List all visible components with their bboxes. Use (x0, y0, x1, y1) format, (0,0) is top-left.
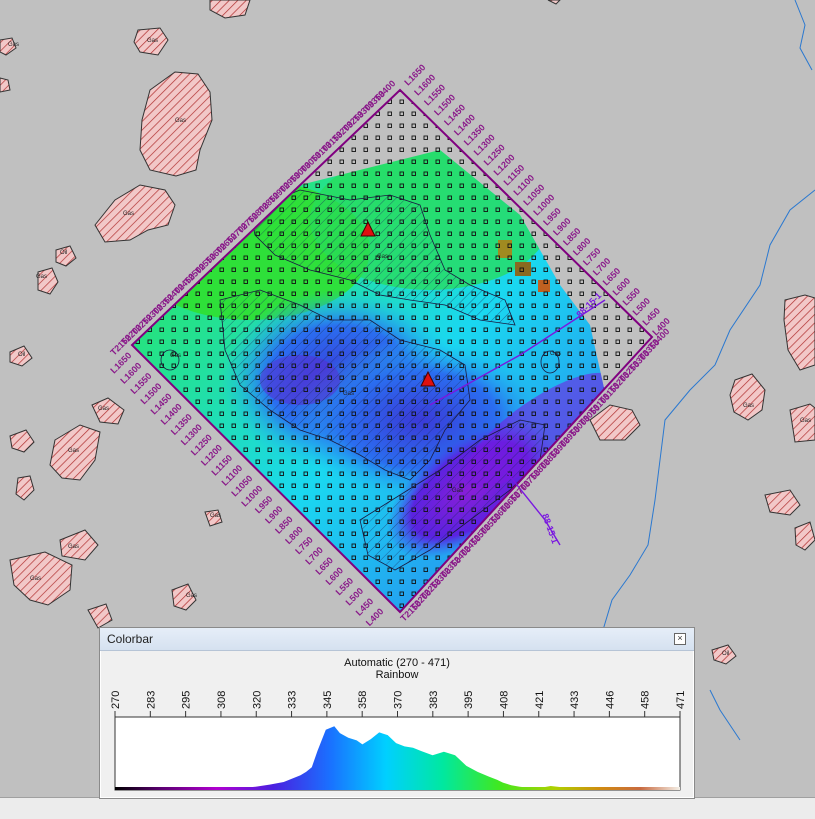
gas-label: Gas (147, 38, 158, 44)
map-view[interactable]: Gas Gas Gas Gas Gas Gas Gas Gas Gas Gas Gas Gas Gas G… (0, 0, 815, 800)
gas-field (15, 475, 35, 501)
well-triangle-icon (420, 370, 436, 387)
rivers (599, 0, 815, 741)
river (709, 689, 741, 741)
survey-area (130, 88, 654, 614)
colorbar-tick-label: 408 (498, 691, 510, 709)
colorbar-title: Colorbar (107, 632, 154, 646)
oil-label: Oil (722, 651, 729, 657)
gas-label: Gas (36, 274, 47, 280)
field-labels: Gas Gas Gas Gas Gas Gas Gas Gas Gas Gas Gas Gas Gas G… (8, 38, 811, 657)
colorbar-tick-label: 370 (393, 691, 405, 709)
close-icon[interactable]: × (674, 633, 686, 645)
survey-boundary (130, 88, 654, 614)
gas-field (87, 603, 113, 629)
colorbar-tick-label: 471 (675, 691, 687, 709)
colorbar-tick-label: 283 (145, 691, 157, 709)
gas-field (547, 0, 561, 5)
status-bar (0, 797, 815, 819)
gas-label: Gas (343, 391, 354, 397)
gas-label: Gas (68, 448, 79, 454)
gas-field (0, 37, 17, 56)
anomaly-outline (249, 189, 516, 326)
well-triangle-icon (360, 220, 376, 237)
gas-label: Gas (175, 118, 186, 124)
gas-label: Gas (170, 353, 181, 359)
gas-field (133, 27, 169, 56)
gas-field (49, 424, 101, 481)
section-line-88-15-1-b[interactable] (504, 469, 561, 546)
gas-field (9, 345, 33, 367)
gas-field (94, 184, 176, 243)
colorbar-titlebar[interactable]: Colorbar × (100, 628, 694, 651)
gas-label: Gas (123, 211, 134, 217)
colorbar-tick-label: 333 (287, 691, 299, 709)
gas-label: Gas (210, 513, 221, 519)
well-marker[interactable] (360, 220, 376, 237)
colorbar-tick-label: 308 (216, 691, 228, 709)
colorbar-tick-label: 270 (110, 691, 122, 709)
colorbar-tick-label: 345 (322, 691, 334, 709)
river (794, 0, 813, 71)
gas-field (59, 529, 99, 561)
gas-field (139, 71, 213, 177)
section-line-88-15-1[interactable] (429, 299, 606, 406)
gas-fields (0, 0, 815, 665)
colorbar-tick-label: 446 (604, 691, 616, 709)
colorbar-tick-label: 433 (569, 691, 581, 709)
gas-label: Gas (550, 351, 561, 357)
gas-field (171, 583, 197, 611)
gas-label: Gas (98, 406, 109, 412)
colorbar-tick-label: 458 (640, 691, 652, 709)
gas-field (9, 429, 35, 453)
gas-label: Gas (186, 593, 197, 599)
small-closure (160, 349, 180, 371)
well-marker[interactable] (420, 370, 436, 387)
gas-field (589, 404, 641, 441)
gas-field (783, 294, 815, 371)
small-closure (540, 350, 560, 374)
gas-field (711, 644, 737, 665)
section-line-label: 88-15-1 (540, 512, 560, 545)
gas-field (789, 403, 815, 443)
colorbar-histogram: 270 283 295 308 320 333 345 358 370 383 395 408 421 4… (110, 691, 687, 791)
river (599, 189, 815, 641)
oil-label: Oil (18, 352, 25, 358)
colorbar-tick-label: 320 (251, 691, 263, 709)
gas-field (9, 551, 73, 606)
gas-label: Gas (30, 576, 41, 582)
colorbar-window[interactable]: Colorbar × Automatic (270 - 471) Rainbow (99, 627, 695, 799)
anomaly-outline (219, 289, 471, 481)
colorbar-tick-label: 383 (428, 691, 440, 709)
colorbar-ticks: 270 283 295 308 320 333 345 358 370 383 395 408 421 4… (110, 691, 687, 717)
colorbar-heading: Automatic (270 - 471) Rainbow (100, 657, 694, 681)
gas-field (794, 521, 815, 551)
colorbar-tick-label: 395 (463, 691, 475, 709)
oil-label: Oil (60, 250, 67, 256)
gas-field (37, 267, 59, 295)
gas-label: Gas (800, 418, 811, 424)
gas-field (729, 373, 766, 421)
colorbar-tick-label: 421 (534, 691, 546, 709)
gas-field (0, 77, 11, 93)
gas-label: Gas (452, 488, 463, 494)
colorbar-scale-label: Automatic (270 - 471) (344, 657, 450, 669)
gas-field (55, 245, 77, 267)
gas-label: Gas (8, 42, 19, 48)
gas-field (764, 489, 801, 516)
gas-label: Gas (743, 403, 754, 409)
colorbar-tick-label: 295 (181, 691, 193, 709)
gas-field (209, 0, 251, 19)
gas-field (204, 509, 223, 527)
gas-label: Gas (68, 544, 79, 550)
colorbar-strip (115, 787, 680, 790)
gas-label: Gas (377, 254, 388, 260)
gas-field (91, 397, 125, 425)
colorbar-tick-label: 358 (357, 691, 369, 709)
colorbar-palette-label: Rainbow (375, 669, 419, 681)
histogram-area (115, 726, 680, 790)
